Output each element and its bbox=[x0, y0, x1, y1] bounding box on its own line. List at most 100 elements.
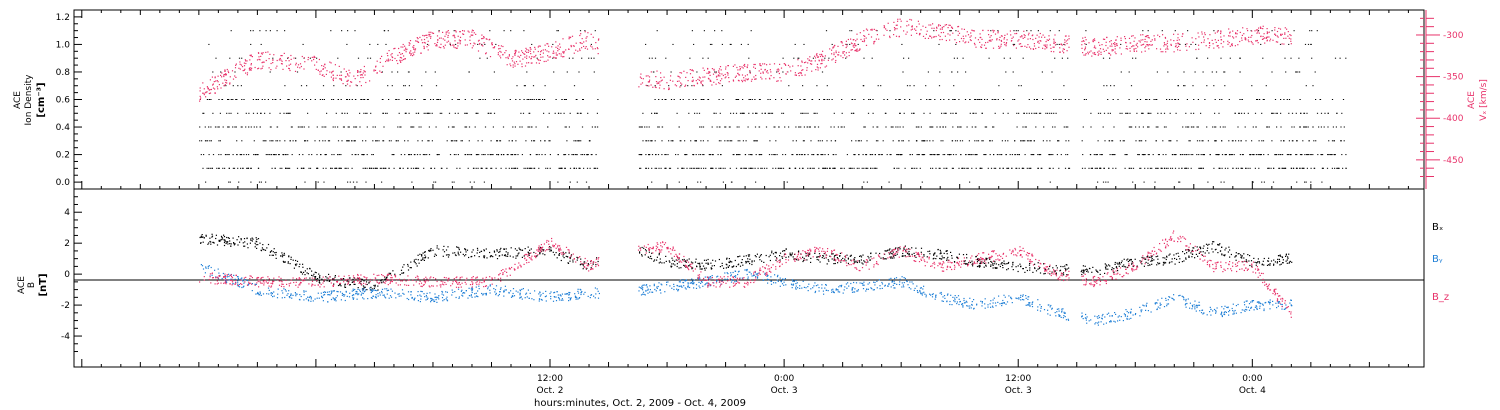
density-point bbox=[1263, 99, 1265, 100]
vx-point bbox=[1102, 38, 1105, 40]
vx-point bbox=[967, 34, 970, 36]
b-point bbox=[486, 257, 488, 259]
vx-point bbox=[1044, 48, 1046, 50]
density-point bbox=[366, 112, 368, 114]
vx-point bbox=[404, 58, 406, 60]
density-point bbox=[1013, 43, 1016, 45]
density-point bbox=[584, 30, 586, 32]
density-point bbox=[548, 140, 550, 142]
density-point bbox=[648, 154, 650, 156]
vx-point bbox=[544, 44, 546, 46]
density-point bbox=[898, 167, 900, 169]
b-point bbox=[510, 247, 512, 249]
density-point bbox=[1162, 140, 1164, 142]
density-point bbox=[468, 126, 471, 128]
density-point bbox=[641, 154, 643, 156]
density-point bbox=[596, 112, 598, 114]
density-point bbox=[1345, 57, 1347, 59]
density-point bbox=[1292, 140, 1294, 142]
density-point bbox=[524, 85, 526, 87]
vx-point bbox=[547, 59, 549, 61]
vx-point bbox=[508, 55, 510, 57]
density-point bbox=[1285, 167, 1287, 169]
vx-point bbox=[856, 48, 858, 50]
density-point bbox=[804, 154, 806, 156]
vx-point bbox=[855, 40, 857, 42]
vx-point bbox=[1265, 37, 1267, 39]
density-point bbox=[681, 167, 683, 169]
density-point bbox=[523, 167, 525, 169]
b-point bbox=[471, 255, 473, 258]
vx-point bbox=[1286, 28, 1288, 30]
b-point bbox=[318, 276, 321, 278]
density-point bbox=[920, 99, 922, 100]
density-point bbox=[1150, 112, 1152, 114]
vx-point bbox=[1277, 41, 1279, 43]
vx-point bbox=[249, 54, 251, 56]
b-point bbox=[707, 258, 709, 261]
vx-point bbox=[420, 52, 422, 54]
b-point bbox=[373, 284, 375, 287]
b-point bbox=[728, 265, 730, 267]
vx-point bbox=[514, 63, 516, 65]
density-point bbox=[661, 140, 663, 142]
vx-point bbox=[223, 75, 225, 78]
vx-point bbox=[910, 34, 912, 36]
vx-point bbox=[299, 67, 301, 69]
b-point bbox=[1188, 255, 1190, 257]
density-point bbox=[376, 167, 378, 169]
vx-point bbox=[809, 63, 812, 65]
vx-point bbox=[660, 77, 662, 79]
b-point bbox=[334, 275, 336, 277]
density-point bbox=[1003, 57, 1005, 59]
vx-point bbox=[1094, 45, 1096, 47]
vx-point bbox=[221, 76, 223, 78]
density-point bbox=[1195, 43, 1197, 45]
b-point bbox=[754, 255, 756, 257]
density-point bbox=[1279, 154, 1281, 156]
vx-point bbox=[1157, 34, 1159, 36]
b-point bbox=[939, 257, 941, 260]
b-point bbox=[760, 254, 762, 256]
density-point bbox=[568, 154, 570, 156]
density-point bbox=[292, 140, 294, 142]
vx-point bbox=[959, 41, 961, 43]
vx-point bbox=[1248, 36, 1250, 38]
vx-point bbox=[832, 47, 834, 49]
vx-point bbox=[660, 80, 662, 82]
density-point bbox=[333, 85, 335, 87]
b-point bbox=[970, 261, 972, 264]
b-point bbox=[692, 267, 694, 269]
vx-point bbox=[1084, 48, 1086, 50]
b-point bbox=[1258, 262, 1261, 264]
density-point bbox=[381, 181, 383, 183]
density-point bbox=[1311, 57, 1313, 59]
vx-point bbox=[227, 70, 229, 72]
density-point bbox=[997, 99, 999, 100]
b-point bbox=[1145, 261, 1147, 263]
b-point bbox=[1129, 259, 1131, 261]
density-point bbox=[795, 126, 797, 128]
density-point bbox=[1232, 140, 1234, 142]
vx-point bbox=[840, 41, 842, 43]
vx-point bbox=[469, 36, 471, 38]
vx-point bbox=[1113, 43, 1115, 45]
vx-point bbox=[426, 37, 428, 39]
density-point bbox=[1299, 167, 1301, 169]
density-point bbox=[866, 140, 868, 142]
density-point bbox=[856, 167, 858, 169]
density-point bbox=[486, 57, 488, 59]
b-point bbox=[374, 284, 376, 286]
b-point bbox=[705, 267, 707, 269]
vx-point bbox=[361, 74, 363, 76]
b-point bbox=[304, 270, 306, 272]
density-point bbox=[475, 154, 477, 156]
vx-point bbox=[1198, 48, 1200, 50]
density-point bbox=[595, 154, 597, 156]
density-point bbox=[351, 99, 353, 100]
density-point bbox=[751, 154, 753, 156]
vx-point bbox=[988, 34, 990, 36]
vx-point bbox=[429, 33, 431, 36]
density-point bbox=[895, 99, 897, 100]
vx-point bbox=[1093, 38, 1096, 40]
